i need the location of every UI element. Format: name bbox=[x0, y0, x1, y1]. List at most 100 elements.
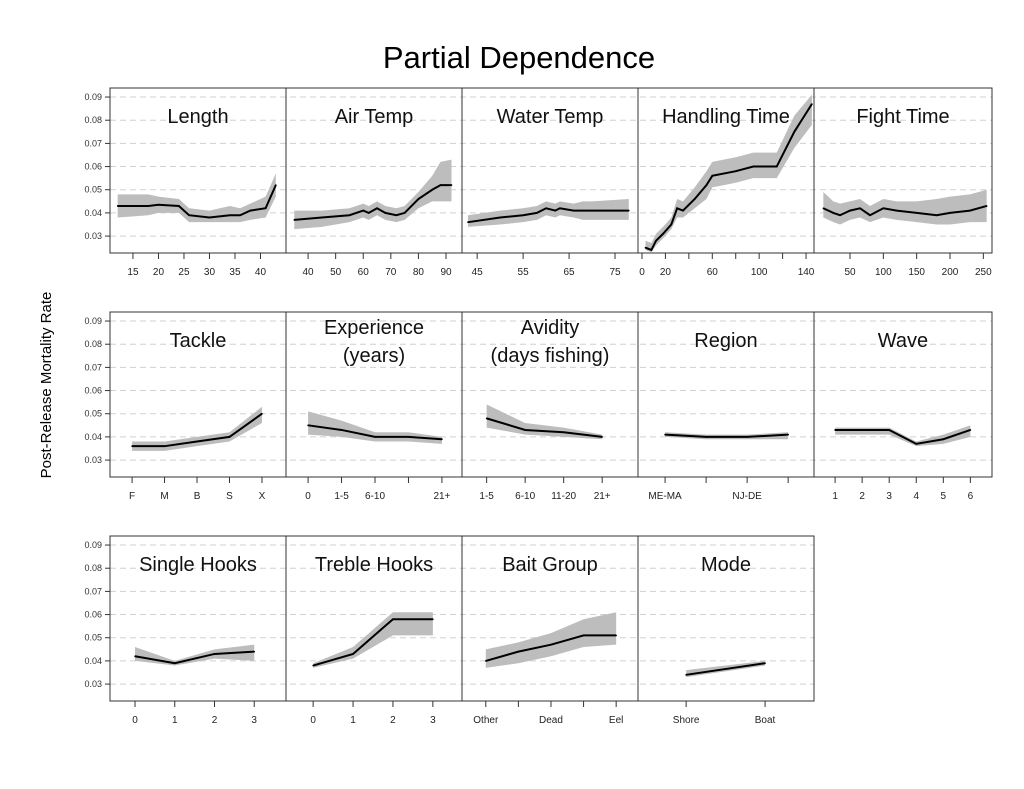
data-point bbox=[685, 674, 687, 676]
data-point bbox=[352, 653, 354, 655]
data-point bbox=[228, 436, 231, 438]
data-point bbox=[655, 239, 657, 242]
x-tick-label: 1 bbox=[350, 715, 356, 726]
panel-fight-time: 50 100 150 200 250 Fight Time bbox=[813, 87, 993, 278]
x-tick-label: ME-MA bbox=[648, 491, 682, 502]
data-point bbox=[705, 184, 708, 186]
data-point bbox=[601, 436, 603, 438]
data-point bbox=[705, 436, 707, 438]
x-tick-label: 100 bbox=[875, 267, 892, 278]
panel-frame bbox=[813, 311, 993, 478]
panel-title: Handling Time bbox=[662, 106, 790, 128]
data-point bbox=[615, 634, 617, 637]
data-point bbox=[213, 653, 216, 655]
y-tick-label: 0.03 bbox=[84, 231, 102, 241]
x-tick-label: 1-5 bbox=[479, 491, 494, 502]
x-tick-label: 40 bbox=[303, 267, 315, 278]
data-point bbox=[196, 440, 198, 443]
confidence-band bbox=[313, 612, 433, 668]
x-tick-label: 60 bbox=[358, 267, 370, 278]
data-point bbox=[693, 198, 696, 200]
x-tick-label: 1-5 bbox=[334, 491, 349, 502]
x-tick-label: F bbox=[129, 491, 135, 502]
data-point bbox=[229, 214, 231, 217]
panel-title: Single Hooks bbox=[139, 554, 257, 576]
panel-single-hooks: 0 1 2 3 Single Hooks bbox=[109, 535, 287, 726]
panel-handling-time: 0 20 60 100 140 Handling Time bbox=[637, 87, 815, 278]
x-tick-label: 55 bbox=[518, 267, 530, 278]
x-tick-label: 65 bbox=[564, 267, 576, 278]
dependence-line bbox=[486, 417, 603, 438]
x-tick-label: 0 bbox=[639, 267, 645, 278]
panel-title: Wave bbox=[878, 330, 928, 352]
panel-treble-hooks: 0 1 2 3 Treble Hooks bbox=[285, 535, 463, 726]
data-point bbox=[249, 209, 252, 212]
y-tick-label: 0.05 bbox=[84, 633, 102, 643]
data-point bbox=[650, 249, 653, 251]
data-point bbox=[582, 634, 585, 637]
data-point bbox=[173, 662, 176, 665]
panel-air-temp: 40 50 60 70 80 90 Air Temp bbox=[285, 87, 463, 278]
x-tick-label: 40 bbox=[255, 267, 267, 278]
y-tick-label: 0.08 bbox=[84, 339, 102, 349]
data-point bbox=[591, 209, 593, 212]
x-tick-label: Dead bbox=[539, 715, 563, 726]
data-point bbox=[522, 214, 524, 217]
data-point bbox=[662, 232, 664, 235]
data-point bbox=[131, 445, 133, 447]
x-tick-label: M bbox=[160, 491, 168, 502]
confidence-band bbox=[117, 173, 276, 223]
x-tick-label: 6-10 bbox=[515, 491, 535, 502]
data-point bbox=[676, 207, 678, 210]
confidence-band bbox=[486, 404, 603, 440]
data-point bbox=[208, 216, 211, 219]
x-tick-label: 2 bbox=[859, 491, 865, 502]
dependence-line bbox=[685, 662, 766, 676]
panel-title: Water Temp bbox=[497, 106, 604, 128]
x-tick-label: Boat bbox=[755, 715, 776, 726]
data-point bbox=[682, 209, 684, 212]
y-tick-label: 0.06 bbox=[84, 610, 102, 620]
data-point bbox=[670, 223, 673, 226]
panel-frame bbox=[813, 87, 993, 254]
data-point bbox=[432, 618, 434, 620]
data-point bbox=[764, 662, 766, 665]
data-point bbox=[264, 207, 267, 210]
data-point bbox=[915, 212, 918, 214]
data-point bbox=[861, 429, 863, 431]
data-point bbox=[746, 436, 748, 438]
data-point bbox=[775, 165, 778, 168]
data-point bbox=[274, 184, 277, 186]
data-point bbox=[348, 214, 351, 217]
x-tick-label: 50 bbox=[844, 267, 856, 278]
x-tick-label: 2 bbox=[212, 715, 218, 726]
confidence-band bbox=[135, 644, 255, 666]
x-tick-label: 35 bbox=[229, 267, 241, 278]
x-tick-label: 0 bbox=[305, 491, 311, 502]
data-point bbox=[942, 438, 945, 441]
y-tick-label: 0.09 bbox=[84, 540, 102, 550]
data-point bbox=[888, 429, 891, 431]
x-tick-label: NJ-DE bbox=[732, 491, 762, 502]
dependence-line bbox=[134, 650, 255, 665]
data-point bbox=[134, 655, 136, 658]
data-point bbox=[572, 209, 575, 212]
data-point bbox=[895, 209, 898, 212]
data-point bbox=[253, 650, 256, 653]
y-tick-label: 0.04 bbox=[84, 656, 102, 666]
x-tick-label: Eel bbox=[609, 715, 623, 726]
data-point bbox=[417, 198, 420, 200]
data-point bbox=[644, 246, 647, 249]
y-axis-label: Post-Release Mortality Rate bbox=[38, 292, 55, 479]
data-point bbox=[582, 209, 584, 212]
data-point bbox=[340, 429, 343, 431]
data-point bbox=[711, 175, 714, 177]
data-point bbox=[949, 212, 951, 214]
panel-title: Fight Time bbox=[856, 106, 949, 128]
data-point bbox=[545, 207, 547, 210]
x-tick-label: S bbox=[226, 491, 233, 502]
panel-region: ME-MA NJ-DE Region bbox=[637, 311, 815, 502]
x-tick-label: 100 bbox=[751, 267, 768, 278]
x-tick-label: 140 bbox=[798, 267, 815, 278]
